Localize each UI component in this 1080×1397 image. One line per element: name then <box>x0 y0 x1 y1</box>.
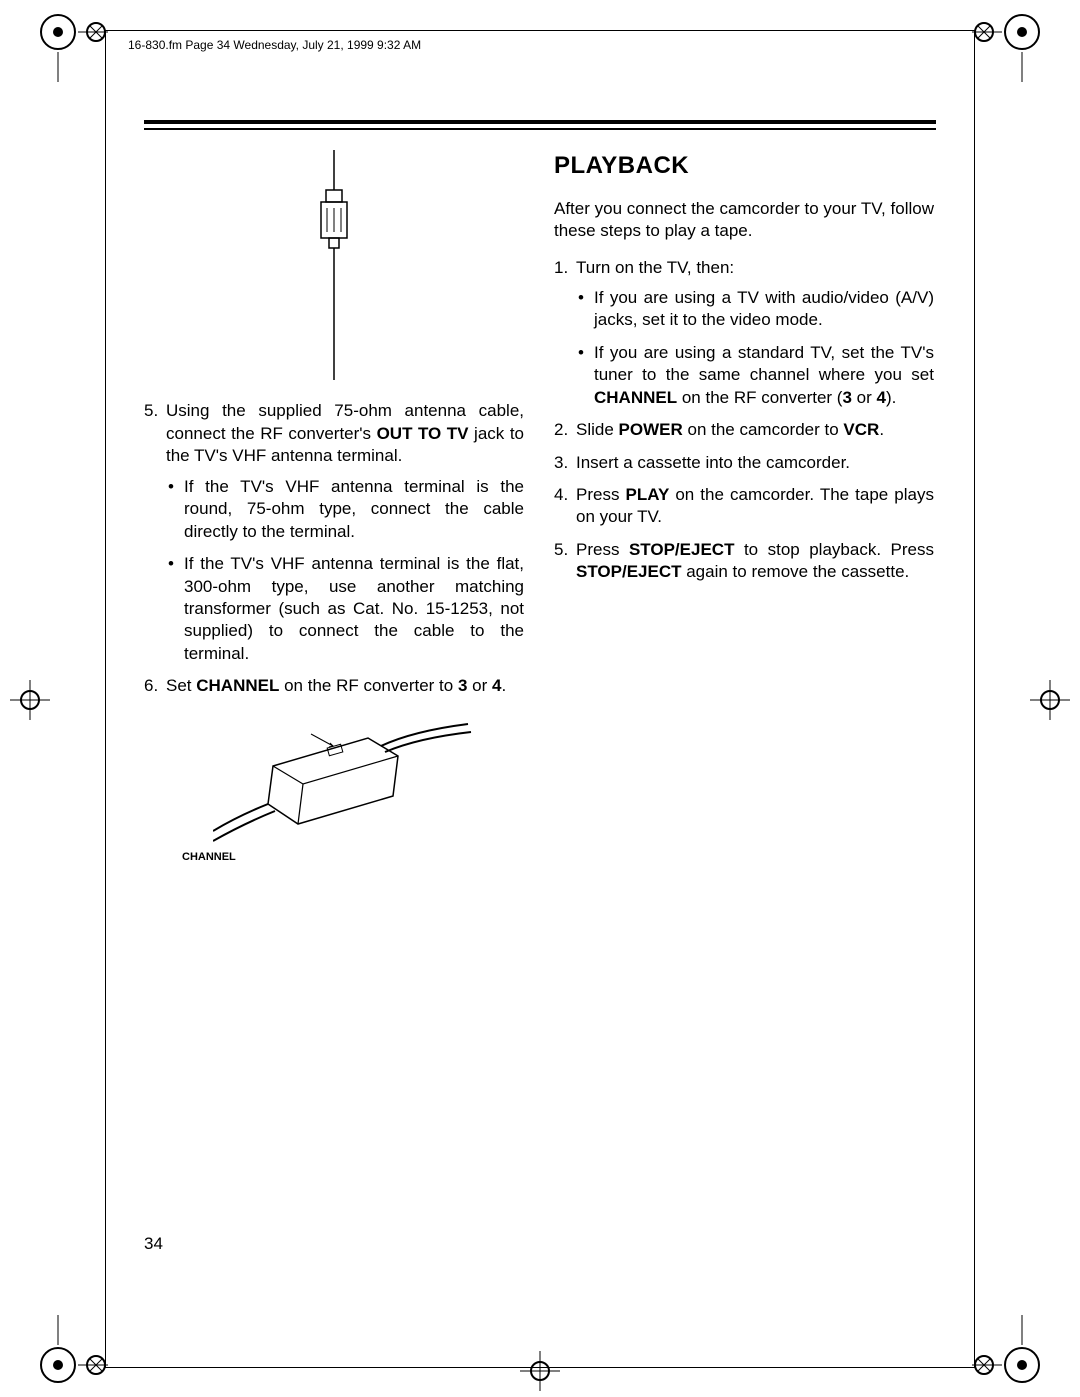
step-5: 5. Using the supplied 75-ohm antenna cab… <box>144 400 524 665</box>
step-5-bullet-1: If the TV's VHF antenna terminal is the … <box>166 476 524 543</box>
playback-step-5: 5. Press STOP/EJECT to stop playback. Pr… <box>554 539 934 584</box>
rule-thin <box>144 128 936 130</box>
playback-intro: After you connect the camcorder to your … <box>554 198 934 243</box>
header-metadata: 16-830.fm Page 34 Wednesday, July 21, 19… <box>128 38 421 52</box>
playback-step-2: 2. Slide POWER on the camcorder to VCR. <box>554 419 934 441</box>
rf-converter-figure: CHANNEL <box>154 716 524 852</box>
crop-mark-tr <box>972 12 1042 82</box>
playback-step-3: 3. Insert a cassette into the camcorder. <box>554 452 934 474</box>
step-6: 6. Set CHANNEL on the RF converter to 3 … <box>144 675 524 697</box>
crop-mark-br <box>972 1315 1042 1385</box>
step-5-number: 5. <box>144 400 158 422</box>
rule-thick <box>144 120 936 124</box>
left-column: 5. Using the supplied 75-ohm antenna cab… <box>144 150 524 852</box>
step-5-bold: OUT TO TV <box>377 424 469 443</box>
page-number: 34 <box>144 1234 163 1254</box>
side-tick-right <box>1030 680 1070 720</box>
right-column: PLAYBACK After you connect the camcorder… <box>554 150 934 594</box>
playback-heading: PLAYBACK <box>554 150 934 182</box>
playback-step-1: 1. Turn on the TV, then: If you are usin… <box>554 257 934 410</box>
playback-step-1-bullet-1: If you are using a TV with audio/video (… <box>576 287 934 332</box>
channel-label: CHANNEL <box>182 851 236 863</box>
playback-step-4: 4. Press PLAY on the camcorder. The tape… <box>554 484 934 529</box>
crop-mark-tl <box>38 12 108 82</box>
playback-step-1-bullet-2: If you are using a standard TV, set the … <box>576 342 934 409</box>
connector-figure <box>144 150 524 386</box>
side-tick-left <box>10 680 50 720</box>
step-6-number: 6. <box>144 675 158 697</box>
crop-mark-bl <box>38 1315 108 1385</box>
step-5-bullet-2: If the TV's VHF antenna terminal is the … <box>166 553 524 665</box>
